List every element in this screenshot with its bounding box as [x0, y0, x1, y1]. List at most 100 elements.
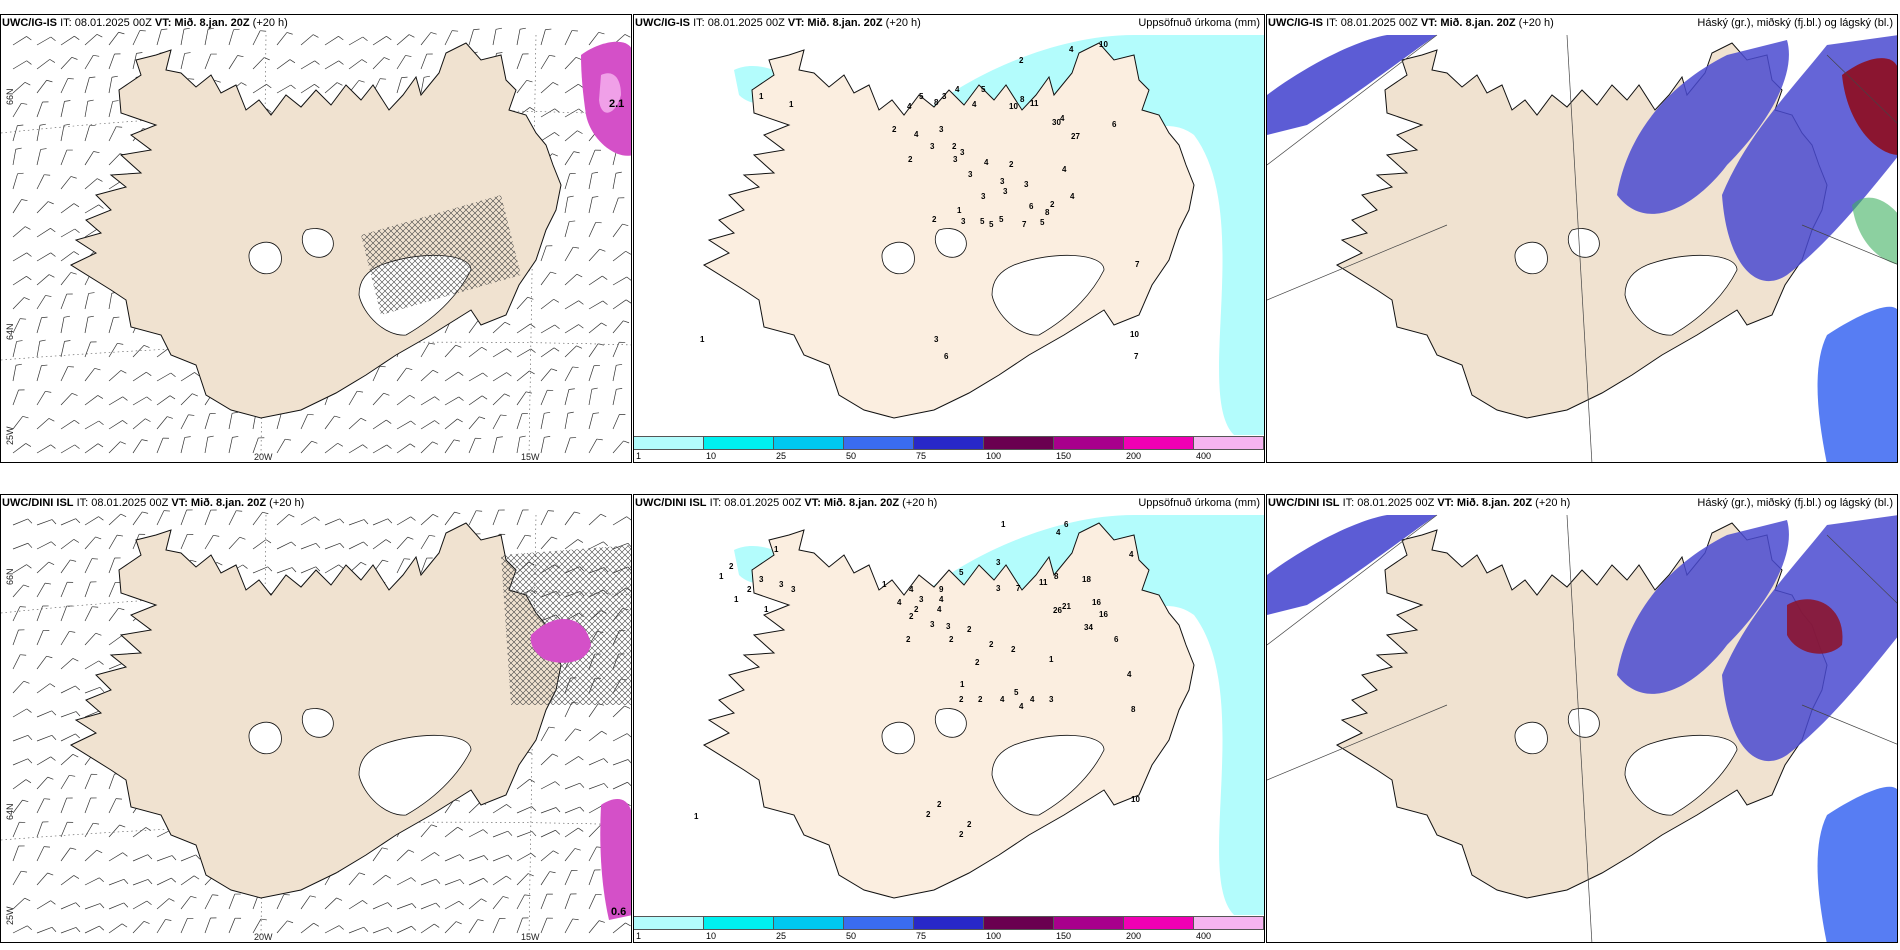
- colorbar-swatch: [1054, 916, 1124, 930]
- colorbar-swatch: [844, 436, 914, 450]
- precip-value-label: 2: [914, 605, 919, 614]
- precip-value-label: 2: [1009, 160, 1014, 169]
- precip-value-label: 3: [981, 192, 986, 201]
- precip-value-label: 4: [914, 130, 919, 139]
- panel-title: Uppsöfnuð úrkoma (mm): [1138, 497, 1260, 509]
- precip-value-label: 3: [961, 217, 966, 226]
- precip-value-label: 2: [1019, 56, 1024, 65]
- precip-value-label: 1: [957, 206, 962, 215]
- precip-value-label: 16: [1092, 598, 1101, 607]
- precip-value-label: 2: [989, 640, 994, 649]
- precip-value-label: 2: [967, 820, 972, 829]
- precip-value-label: 5: [989, 220, 994, 229]
- colorbar-swatch: [1194, 436, 1264, 450]
- precip-value-label: 4: [1070, 192, 1075, 201]
- precip-value-label: 2: [906, 635, 911, 644]
- valid-time: Mið. 8.jan. 20Z: [174, 17, 250, 29]
- precip-value-label: 2: [952, 142, 957, 151]
- colorbar-tick-label: 75: [916, 451, 927, 461]
- precip-value-label: 7: [1135, 260, 1140, 269]
- precip-value-label: 3: [1024, 180, 1029, 189]
- precip-value-label: 4: [907, 102, 912, 111]
- precip-value-label: 18: [1082, 575, 1091, 584]
- precip-value-label: 2: [1011, 645, 1016, 654]
- colorbar-swatch: [1124, 916, 1194, 930]
- precip-value-label: 6: [1029, 202, 1034, 211]
- model-source: UWC/DINI ISL: [1268, 497, 1340, 509]
- precip-value-label: 2: [729, 562, 734, 571]
- precip-value-label: 2: [1050, 200, 1055, 209]
- precip-value-label: 1: [960, 680, 965, 689]
- precip-value-label: 1: [694, 812, 699, 821]
- precip-value-label: 27: [1071, 132, 1080, 141]
- precip-value-label: 5: [959, 568, 964, 577]
- panel-header: UWC/DINI ISL IT: 08.01.2025 00Z VT: Mið.…: [635, 496, 1260, 512]
- colorbar-swatch: [634, 916, 704, 930]
- colorbar-tick-label: 150: [1056, 931, 1072, 941]
- lat-label-66n: 66N: [5, 568, 15, 585]
- lon-label-25w: 25W: [5, 906, 15, 925]
- precip-value-label: 21: [1062, 602, 1071, 611]
- colorbar-tick-label: 25: [776, 931, 787, 941]
- lat-label-66n: 66N: [5, 88, 15, 105]
- wind-barb-map: 2.1: [1, 27, 631, 456]
- precip-value-label: 9: [939, 585, 944, 594]
- wind-map-panel-ig-is: UWC/IG-IS IT: 08.01.2025 00Z VT: Mið. 8.…: [0, 14, 632, 463]
- precip-value-label: 4: [1069, 45, 1074, 54]
- precip-value-label: 4: [972, 100, 977, 109]
- precip-value-label: 4: [1030, 695, 1035, 704]
- precip-value-label: 11: [1030, 99, 1039, 108]
- precip-value-label: 2: [967, 625, 972, 634]
- colorbar-swatch: [984, 436, 1054, 450]
- precip-value-label: 2: [932, 215, 937, 224]
- colorbar-tick-label: 100: [986, 451, 1002, 461]
- precip-value-label: 2: [926, 810, 931, 819]
- precip-value-label: 4: [897, 598, 902, 607]
- lead-time: (+20 h): [885, 17, 921, 29]
- precip-value-label: 10: [1099, 40, 1108, 49]
- cloud-cover-map: [1267, 34, 1897, 462]
- precip-value-label: 16: [1099, 610, 1108, 619]
- colorbar-tick-label: 200: [1126, 451, 1142, 461]
- colorbar-swatch: [704, 436, 774, 450]
- precip-value-label: 3: [946, 622, 951, 631]
- colorbar-tick-label: 10: [706, 451, 717, 461]
- lead-time: (+20 h): [1518, 17, 1554, 29]
- precip-value-label: 3: [960, 148, 965, 157]
- precip-value-label: 4: [1019, 702, 1024, 711]
- precip-value-label: 30: [1052, 118, 1061, 127]
- precip-value-label: 7: [1016, 584, 1021, 593]
- precip-value-label: 1: [719, 572, 724, 581]
- precip-value-label: 3: [930, 620, 935, 629]
- precip-value-label: 2: [959, 695, 964, 704]
- valid-time-label: VT:: [804, 497, 821, 509]
- precip-value-label: 2: [747, 585, 752, 594]
- precip-value-label: 2: [937, 800, 942, 809]
- colorbar-tick-label: 50: [846, 451, 857, 461]
- precip-value-label: 8: [1020, 95, 1025, 104]
- precip-value-label: 1: [759, 92, 764, 101]
- precip-value-label: 3: [953, 155, 958, 164]
- precip-value-label: 4: [1000, 695, 1005, 704]
- precip-value-label: 10: [1131, 795, 1140, 804]
- precip-value-label: 1: [1001, 520, 1006, 529]
- valid-time-label: VT:: [787, 17, 805, 29]
- precip-value-label: 1: [1049, 655, 1054, 664]
- precip-value-label: 4: [1127, 670, 1132, 679]
- precip-value-label: 1: [734, 595, 739, 604]
- precip-value-label: 34: [1084, 623, 1093, 632]
- lead-time: (+20 h): [1535, 497, 1571, 509]
- precip-value-label: 3: [779, 580, 784, 589]
- lead-time: (+20 h): [902, 497, 938, 509]
- precip-value-label: 2: [908, 155, 913, 164]
- max-value-label: 0.6: [611, 906, 626, 918]
- colorbar-swatch: [774, 436, 844, 450]
- colorbar-tick-label: 400: [1196, 451, 1212, 461]
- lat-label-64n: 64N: [5, 803, 15, 820]
- valid-time-label: VT:: [1437, 497, 1454, 509]
- colorbar-swatch: [914, 916, 984, 930]
- colorbar-tick-label: 200: [1126, 931, 1142, 941]
- colorbar-tick-label: 1: [636, 451, 642, 461]
